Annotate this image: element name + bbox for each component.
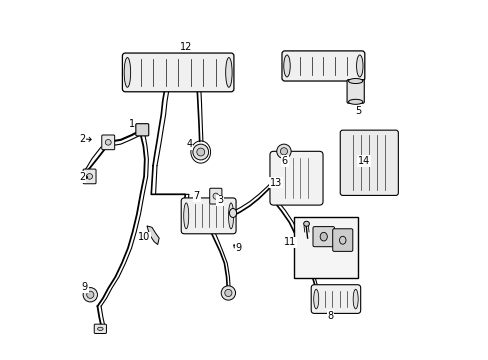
Ellipse shape: [86, 291, 94, 298]
Polygon shape: [147, 226, 159, 244]
Ellipse shape: [313, 289, 318, 309]
FancyBboxPatch shape: [340, 130, 398, 195]
Ellipse shape: [229, 208, 236, 217]
Ellipse shape: [83, 288, 97, 302]
Ellipse shape: [213, 193, 218, 199]
Ellipse shape: [280, 148, 287, 155]
Text: 11: 11: [284, 237, 296, 247]
Ellipse shape: [352, 289, 357, 309]
FancyBboxPatch shape: [346, 80, 364, 103]
Text: 7: 7: [193, 191, 200, 201]
Ellipse shape: [192, 144, 208, 160]
FancyBboxPatch shape: [102, 135, 115, 150]
FancyBboxPatch shape: [136, 124, 148, 136]
Text: 4: 4: [186, 139, 192, 149]
FancyBboxPatch shape: [83, 169, 96, 184]
FancyBboxPatch shape: [94, 324, 106, 333]
Text: 9: 9: [81, 282, 88, 292]
Ellipse shape: [348, 78, 362, 84]
Ellipse shape: [225, 58, 232, 87]
Ellipse shape: [183, 203, 188, 229]
Ellipse shape: [276, 144, 290, 158]
Ellipse shape: [224, 289, 231, 297]
FancyBboxPatch shape: [310, 285, 360, 314]
Text: 5: 5: [355, 106, 361, 116]
FancyBboxPatch shape: [181, 198, 236, 234]
Ellipse shape: [303, 221, 309, 226]
Text: 6: 6: [281, 156, 287, 166]
Ellipse shape: [124, 58, 130, 87]
Ellipse shape: [221, 286, 235, 300]
Ellipse shape: [320, 232, 326, 241]
Ellipse shape: [356, 55, 362, 77]
Ellipse shape: [228, 203, 233, 229]
Text: 2: 2: [79, 172, 85, 182]
Ellipse shape: [196, 148, 204, 156]
Text: 13: 13: [269, 177, 282, 188]
Text: 9: 9: [235, 243, 241, 253]
Ellipse shape: [283, 55, 290, 77]
FancyBboxPatch shape: [332, 229, 352, 251]
Ellipse shape: [98, 327, 103, 330]
Text: 3: 3: [217, 195, 223, 206]
FancyBboxPatch shape: [122, 53, 233, 92]
FancyBboxPatch shape: [269, 151, 323, 205]
Text: 12: 12: [180, 42, 192, 51]
Ellipse shape: [348, 99, 362, 104]
Text: 14: 14: [357, 156, 369, 166]
Text: 10: 10: [138, 232, 150, 242]
Ellipse shape: [86, 174, 92, 179]
Ellipse shape: [105, 140, 111, 145]
Text: 8: 8: [327, 311, 333, 320]
FancyBboxPatch shape: [282, 51, 364, 81]
Text: 2: 2: [79, 134, 85, 144]
Text: 1: 1: [128, 120, 134, 129]
Bar: [293, 217, 357, 278]
FancyBboxPatch shape: [209, 188, 222, 204]
FancyBboxPatch shape: [312, 226, 334, 247]
